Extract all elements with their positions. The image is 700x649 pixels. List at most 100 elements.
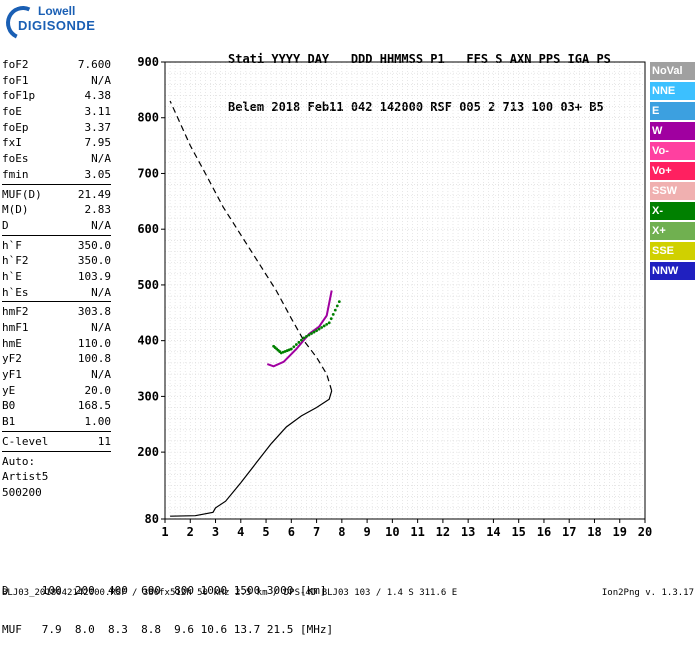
param-name: foEs	[2, 152, 29, 166]
series-X-trace-point	[294, 343, 298, 346]
legend-item-x-: X-	[650, 202, 695, 220]
x-tick-label: 2	[187, 525, 194, 539]
series-X-trace-point	[292, 345, 296, 349]
param-separator	[2, 430, 111, 432]
legend-item-w: W	[650, 122, 695, 140]
param-note: Auto:	[2, 454, 36, 468]
x-tick-label: 19	[613, 525, 627, 539]
file-info: BLJ03_2018042142000.RSF / 380fx512h 50 k…	[2, 588, 458, 598]
ionogram-chart: 1 2 3 4 5 6 7 8 9 10 11 12 13 14 15 16 17 18 19 20802003004…	[137, 55, 652, 539]
param-value: 110.0	[77, 336, 111, 350]
param-value: N/A	[91, 73, 111, 87]
x-tick-label: 10	[385, 525, 399, 539]
param-value: 3.37	[84, 120, 112, 134]
param-row: foEs N/A	[2, 151, 111, 167]
param-name: fmin	[2, 167, 29, 181]
param-value: 7.600	[77, 58, 111, 71]
x-tick-label: 15	[511, 525, 525, 539]
param-value: 2.83	[84, 203, 112, 217]
param-row: B0 168.5	[2, 398, 111, 414]
param-name: h`E	[2, 269, 22, 283]
series-X-trace-point	[307, 333, 311, 337]
y-tick-label: 500	[137, 278, 159, 292]
param-name: foEp	[2, 120, 29, 134]
param-value: N/A	[91, 368, 111, 382]
param-name: D	[2, 218, 9, 232]
param-name: MUF(D)	[2, 187, 42, 201]
param-value: 1.00	[84, 415, 112, 429]
series-X-trace-point	[310, 332, 313, 335]
series-profile-topside-line	[169, 100, 333, 391]
legend: NoVal NNE E W Vo- Vo+ SSW X- X+ SSE NNW	[650, 62, 695, 282]
version-label: Ion2Png v. 1.3.17	[601, 588, 694, 598]
param-value: N/A	[91, 321, 111, 334]
digisonde-logo: Lowell DIGISONDE	[1, 1, 114, 45]
x-tick-label: 7	[313, 525, 320, 539]
x-tick-label: 5	[262, 525, 269, 539]
param-value: 21.49	[77, 187, 111, 201]
muf-table: D 100 200 400 600 800 1000 1500 3000 [km…	[2, 558, 333, 649]
x-tick-label: 6	[288, 525, 295, 539]
x-tick-label: 9	[363, 525, 370, 539]
series-X-trace-point	[297, 340, 301, 344]
x-tick-label: 4	[237, 525, 244, 539]
legend-item-vo-: Vo+	[650, 162, 695, 180]
param-name: h`F2	[2, 254, 29, 268]
series-O-trace-line	[266, 290, 333, 368]
param-row: fmin 3.05	[2, 167, 111, 183]
param-row: B1 1.00	[2, 414, 111, 430]
param-value: 103.9	[77, 269, 111, 283]
legend-item-x-: X+	[650, 222, 695, 240]
param-row: foE 3.11	[2, 104, 111, 120]
x-tick-label: 13	[461, 525, 475, 539]
param-value: 3.11	[84, 105, 112, 119]
param-value: N/A	[91, 285, 111, 299]
series-X-trace-point	[325, 322, 329, 326]
param-value: N/A	[91, 152, 111, 166]
series-X-trace-point	[302, 336, 306, 340]
param-name: foF2	[2, 58, 29, 71]
param-row: foF1p 4.38	[2, 88, 111, 104]
y-tick-label: 200	[137, 445, 159, 459]
legend-item-noval: NoVal	[650, 62, 695, 80]
series-X-trace-point	[322, 324, 326, 328]
x-tick-label: 8	[338, 525, 345, 539]
y-tick-label: 800	[137, 111, 159, 125]
param-separator	[2, 450, 111, 452]
x-tick-label: 20	[638, 525, 652, 539]
legend-item-nne: NNE	[650, 82, 695, 100]
param-separator	[2, 183, 111, 185]
param-name: M(D)	[2, 203, 29, 217]
param-row: C-level 11	[2, 434, 111, 450]
series-X-trace-point	[320, 326, 324, 329]
y-tick-label: 400	[137, 334, 159, 348]
param-name: yF1	[2, 368, 22, 382]
param-name: yF2	[2, 352, 22, 366]
legend-item-nnw: NNW	[650, 262, 695, 280]
y-tick-label: 900	[137, 55, 159, 69]
param-row: h`F 350.0	[2, 238, 111, 254]
series-X-trace-point	[335, 304, 339, 308]
y-tick-label: 80	[145, 512, 159, 526]
param-name: yE	[2, 383, 16, 397]
legend-item-vo-: Vo-	[650, 142, 695, 160]
parameter-panel: foF2 7.600 foF1 N/A foF1p 4.38 foE 3.11 foEp 3.37…	[2, 57, 111, 501]
param-row: yF2 100.8	[2, 351, 111, 367]
param-name: hmF2	[2, 305, 29, 319]
param-value: 100.8	[77, 352, 111, 366]
param-value: 20.0	[84, 383, 112, 397]
param-separator	[2, 234, 111, 236]
series-X-trace-point	[315, 329, 318, 333]
param-row: h`Es N/A	[2, 285, 111, 301]
param-value: N/A	[91, 218, 111, 232]
x-tick-label: 1	[161, 525, 168, 539]
series-X-trace-point	[312, 330, 316, 334]
series-X-trace-point	[331, 312, 335, 316]
param-value: 4.38	[84, 89, 112, 103]
param-value: 303.8	[77, 305, 111, 319]
param-name: hmE	[2, 336, 22, 350]
param-name: foE	[2, 105, 22, 119]
x-tick-label: 3	[212, 525, 219, 539]
series-X-trace-point	[337, 300, 341, 304]
param-value: 168.5	[77, 399, 111, 413]
